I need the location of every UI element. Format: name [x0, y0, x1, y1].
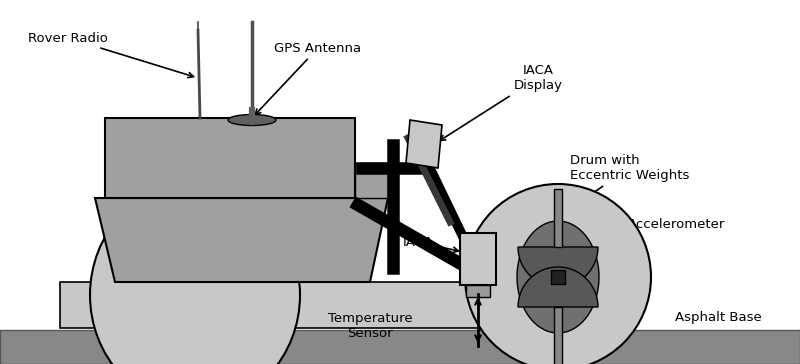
Wedge shape	[518, 267, 598, 307]
Circle shape	[465, 184, 651, 364]
Polygon shape	[554, 307, 562, 364]
Ellipse shape	[90, 182, 300, 364]
Polygon shape	[466, 285, 490, 297]
Polygon shape	[551, 270, 565, 284]
Polygon shape	[105, 118, 355, 198]
Polygon shape	[95, 198, 388, 282]
Text: Rover Radio: Rover Radio	[28, 32, 194, 78]
Ellipse shape	[517, 221, 599, 333]
Polygon shape	[355, 163, 388, 198]
Polygon shape	[60, 282, 580, 328]
Wedge shape	[518, 247, 598, 287]
Ellipse shape	[228, 115, 276, 126]
Polygon shape	[406, 120, 442, 168]
Text: GPS Antenna: GPS Antenna	[255, 41, 362, 115]
Polygon shape	[0, 330, 800, 364]
Text: Drum with
Eccentric Weights: Drum with Eccentric Weights	[532, 154, 690, 234]
Text: IACA
Display: IACA Display	[440, 64, 562, 141]
Polygon shape	[460, 233, 496, 285]
Text: Accelerometer: Accelerometer	[553, 218, 726, 253]
Text: Asphalt Base: Asphalt Base	[674, 312, 762, 324]
Polygon shape	[554, 189, 562, 247]
Text: IACA: IACA	[402, 236, 458, 252]
Text: Temperature
Sensor: Temperature Sensor	[328, 312, 412, 340]
